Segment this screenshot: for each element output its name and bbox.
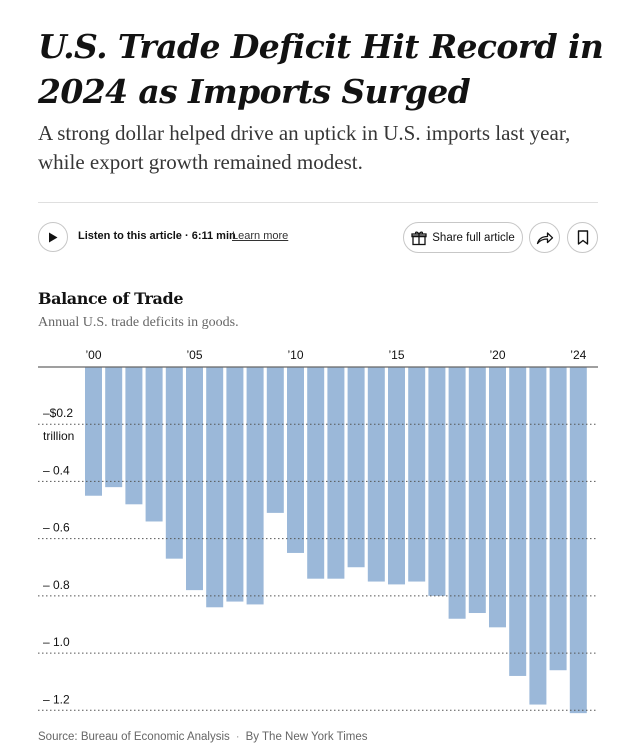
x-tick-label: ’10 [287,348,303,362]
bar-2014 [367,367,385,582]
x-tick-label: ’24 [570,348,586,362]
bar-2008 [246,367,264,605]
source-text: Source: Bureau of Economic Analysis [38,731,230,743]
y-tick-label-bg [40,519,80,535]
bar-2019 [468,367,486,614]
y-tick-label: – 1.0 [43,635,70,649]
y-unit-label: trillion [43,429,74,443]
listen-separator: · [181,230,192,242]
share-full-article-button[interactable]: Share full article [403,222,523,253]
bar-2012 [327,367,345,579]
listen-label: Listen to this article · 6:11 min [78,230,236,242]
bar-2018 [448,367,466,619]
bookmark-icon [577,230,588,245]
bar-2023 [549,367,567,671]
share-label: Share full article [432,231,515,244]
x-tick-label: ’05 [186,348,202,362]
chart-title: Balance of Trade [38,289,184,308]
bar-2017 [428,367,446,596]
bar-2011 [307,367,325,579]
y-tick-label: – 1.2 [43,692,70,706]
gift-icon [411,231,427,245]
bar-2001 [105,367,123,488]
y-tick-label: – 0.4 [43,463,70,477]
y-tick-label-bg [40,462,80,478]
y-tick-label: –$0.2 [43,406,73,420]
bar-2020 [489,367,506,628]
share-arrow-icon [536,231,553,244]
article-subhead: A strong dollar helped drive an uptick i… [38,121,571,174]
x-tick-label: ’15 [388,348,404,362]
y-tick-label: – 0.6 [43,521,70,535]
bar-2006 [206,367,224,608]
bar-2016 [408,367,426,582]
bar-2002 [125,367,143,505]
article-headline: U.S. Trade Deficit Hit Record in 2024 as… [38,27,604,111]
bar-2004 [165,367,183,559]
bar-2005 [186,367,203,591]
bar-2013 [347,367,365,568]
x-tick-label: ’20 [489,348,505,362]
play-icon [49,232,58,242]
listen-duration: 6:11 min [191,230,236,242]
chart-source: Source: Bureau of Economic Analysis · By T… [38,731,368,743]
x-tick-label: ’00 [85,348,101,362]
bar-2022 [529,367,547,705]
bar-2003 [145,367,163,522]
y-tick-label-bg [40,634,80,650]
y-tick-label-bg [40,405,80,421]
play-button[interactable] [38,222,68,252]
bar-2015 [388,367,405,585]
chart-subtitle: Annual U.S. trade deficits in goods. [38,315,239,330]
share-button[interactable] [529,222,560,253]
byline-text: By The New York Times [245,731,368,743]
divider [38,202,598,203]
bar-2000 [85,367,102,496]
y-tick-label: – 0.8 [43,578,70,592]
bar-2024 [569,367,587,714]
y-tick-label-bg [40,691,80,707]
y-tick-label-bg [40,576,80,592]
save-button[interactable] [567,222,598,253]
bar-2021 [509,367,527,676]
learn-more-link[interactable]: Learn more [232,230,289,242]
bar-chart: –$0.2 – 0.4 – 0.6 – 0.8 – 1.0 – 1.2 trillion ’0… [38,348,598,714]
source-separator: · [235,731,240,743]
bar-2009 [266,367,284,513]
bar-2007 [226,367,244,602]
bar-2010 [287,367,304,553]
unit-label-bg [40,428,82,444]
listen-text: Listen to this article [78,230,182,242]
